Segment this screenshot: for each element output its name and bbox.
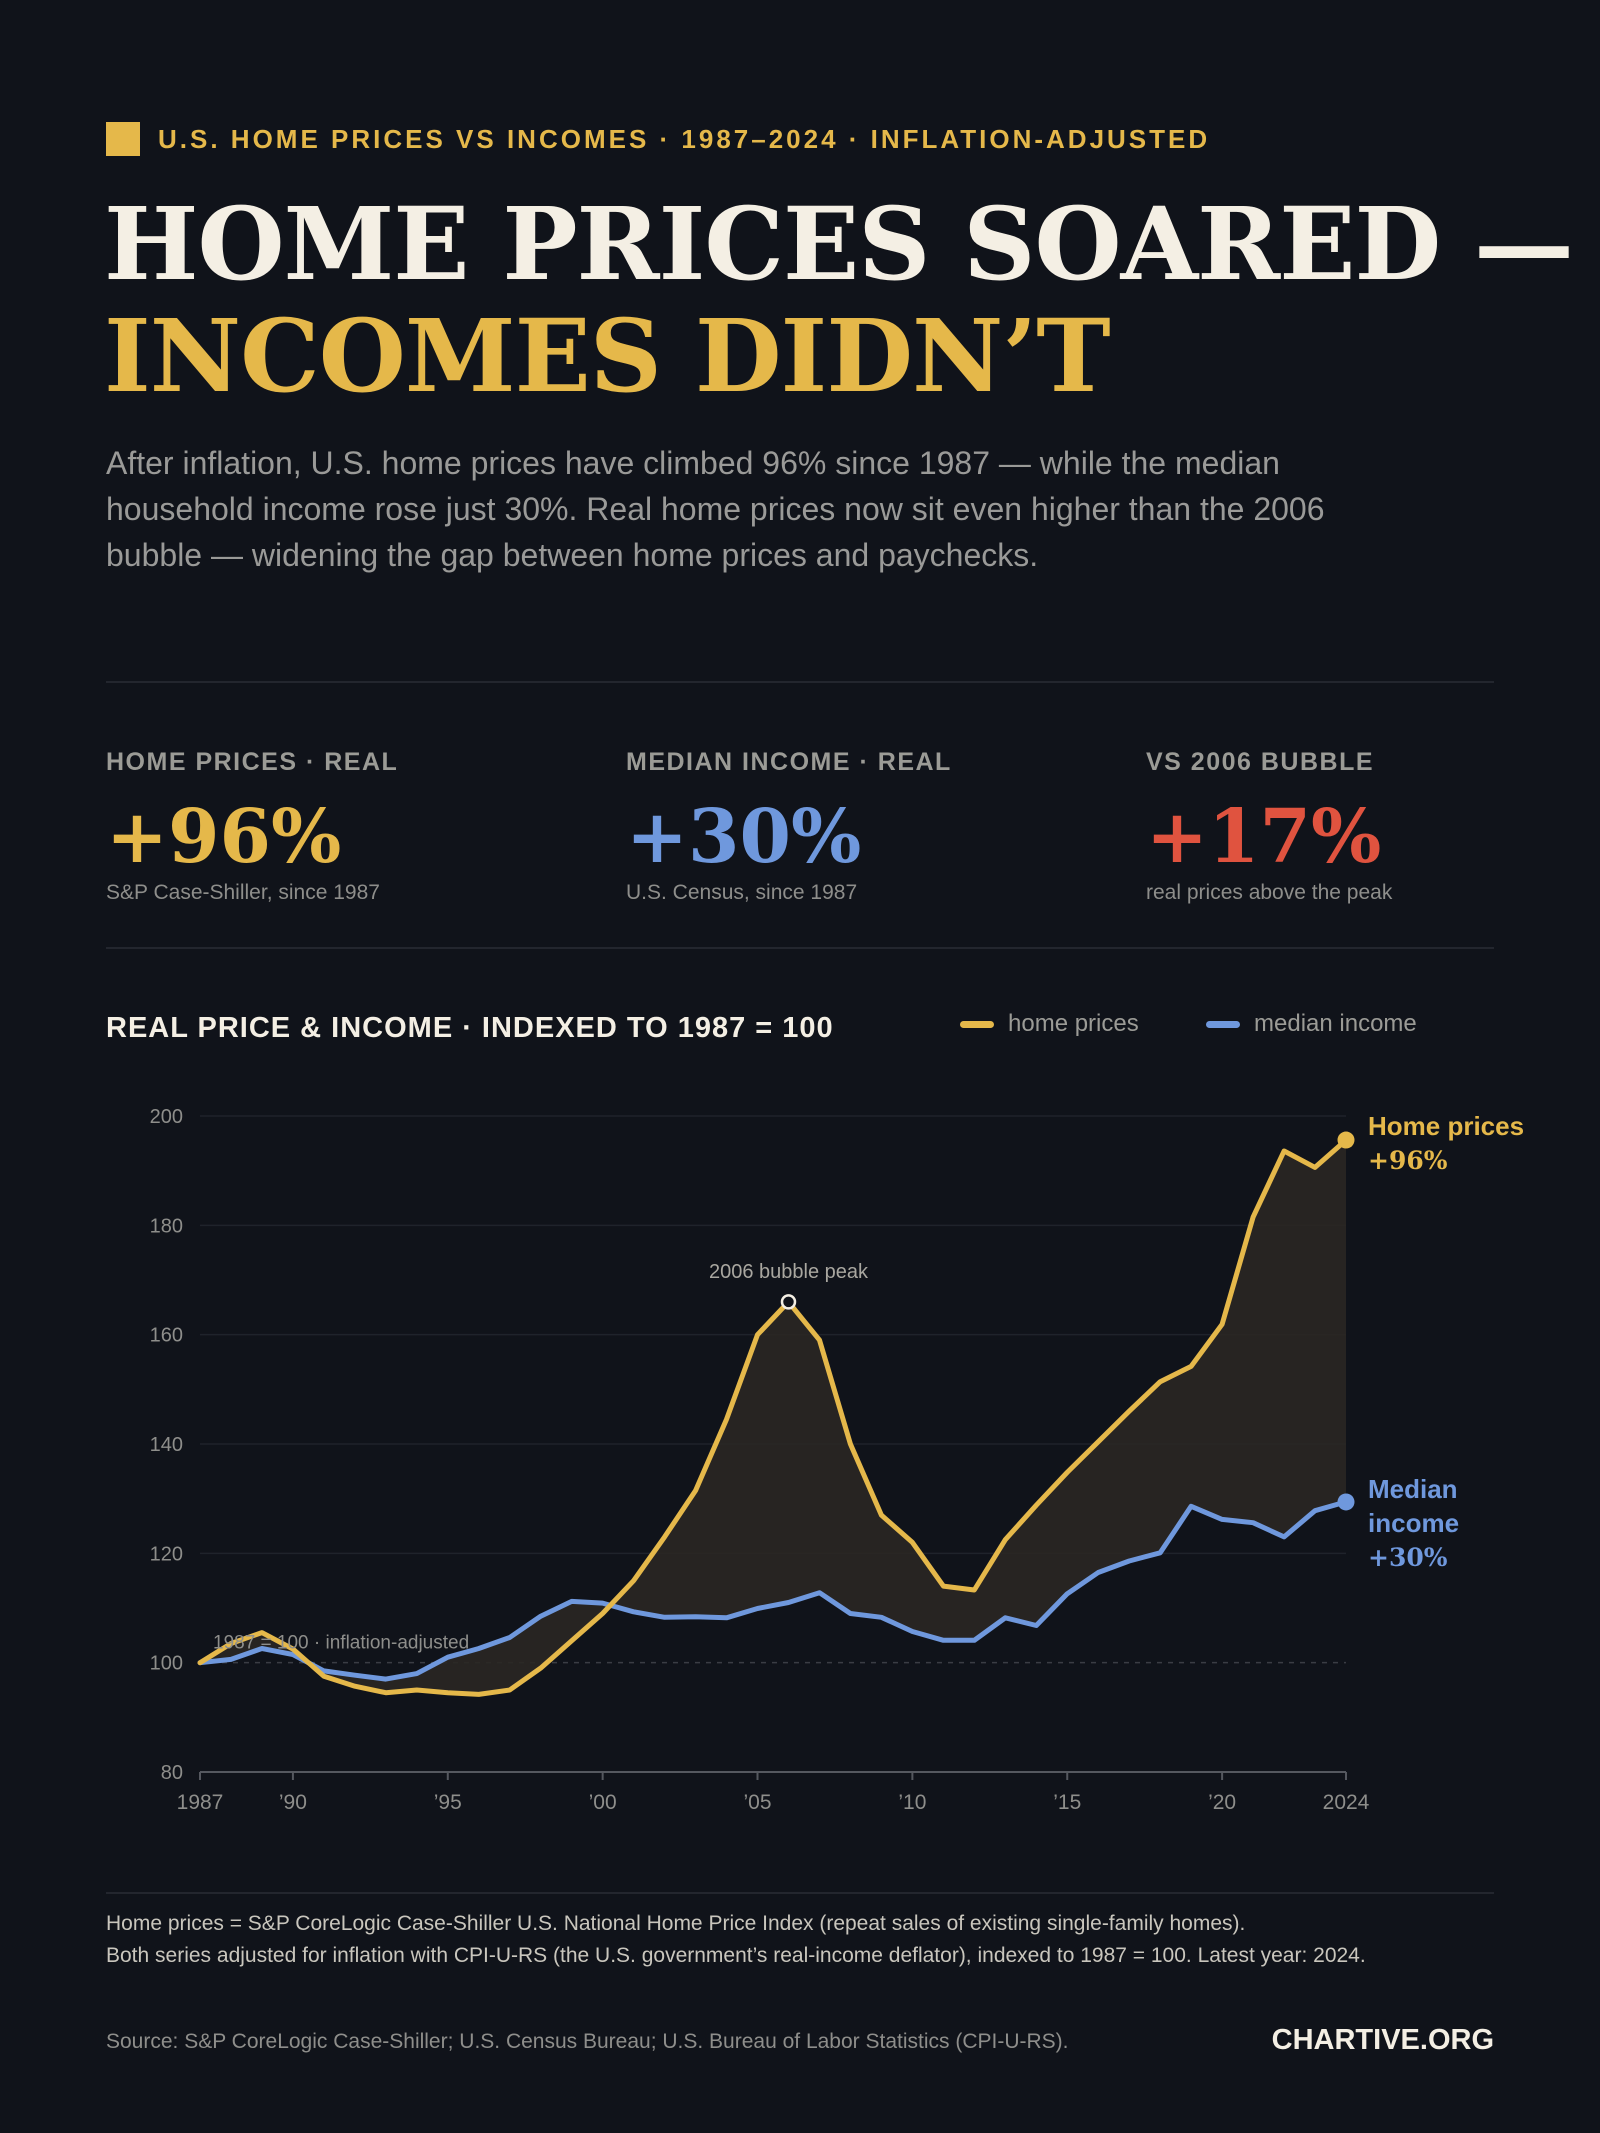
stat-note: real prices above the peak [1146,881,1393,904]
y-tick-label: 80 [161,1762,183,1784]
y-tick-label: 120 [150,1543,183,1565]
chart-series [197,1131,1355,1697]
series-line-median-income [197,1499,1349,1682]
peak-marker [780,1294,797,1310]
stat-vs-bubble: VS 2006 BUBBLE +17% real prices above th… [1146,748,1600,905]
end-label-median-income: Median [1368,1474,1458,1504]
x-tick-label: ’05 [743,1791,771,1814]
chart-axes: 80 100 120 140 160 180 200 1987 ’90 ’95 ’00 ’05 ’10 ’… [150,1106,1370,1814]
y-tick-label: 180 [150,1215,183,1237]
footnote: Home prices = S&P CoreLogic Case-Shiller… [106,1908,1526,1972]
x-tick-label: ’00 [589,1791,617,1814]
x-tick-label: ’95 [434,1791,462,1814]
x-tick-label: ’20 [1208,1791,1236,1814]
stat-label: MEDIAN INCOME · REAL [626,748,952,776]
headline-line-1: HOME PRICES SOARED — [104,185,1574,303]
endpoint-dot-median-income [1337,1493,1355,1511]
series-line-home-prices [197,1137,1349,1697]
legend-label: home prices [1008,1010,1139,1037]
stat-value: +30% [626,794,862,880]
x-tick-label: ’90 [279,1791,307,1814]
y-tick-label: 160 [150,1325,183,1347]
baseline-label: 1987 = 100 · inflation-adjusted [213,1633,469,1654]
x-tick-label: 1987 [177,1791,224,1814]
stat-value: +17% [1146,794,1382,880]
legend-swatch-median-income [1206,1020,1240,1028]
stat-note: U.S. Census, since 1987 [626,881,858,904]
chart-annotations: 2006 bubble peak 1987 = 100 · inflation-a… [213,1111,1524,1654]
stat-home-prices: HOME PRICES · REAL +96% S&P Case-Shiller… [106,748,586,905]
legend-label: median income [1254,1010,1417,1037]
divider-middle [106,947,1494,949]
end-label-median-income-value: +30% [1368,1543,1448,1572]
endpoint-dot-home-prices [1337,1131,1355,1149]
headline: HOME PRICES SOARED — INCOMES DIDN’T [104,188,1584,412]
legend-swatch-home-prices [960,1020,994,1028]
kicker-text: U.S. HOME PRICES VS INCOMES · 1987–2024 … [158,123,1211,154]
footnote-line-2: Both series adjusted for inflation with … [106,1944,1366,1967]
source-note: Source: S&P CoreLogic Case-Shiller; U.S.… [106,2030,1069,2053]
x-tick-label: ’10 [898,1791,926,1814]
y-tick-label: 100 [150,1653,183,1675]
legend-item-median-income: median income [1206,1010,1417,1038]
dek: After inflation, U.S. home prices have c… [106,445,1325,573]
stat-value: +96% [106,794,342,880]
stat-label: VS 2006 BUBBLE [1146,748,1375,776]
y-tick-label: 140 [150,1434,183,1456]
stat-median-income: MEDIAN INCOME · REAL +30% U.S. Census, s… [626,748,1106,905]
y-tick-label: 200 [150,1106,183,1128]
chart-title: REAL PRICE & INCOME · INDEXED TO 1987 = … [106,1012,834,1044]
peak-label: 2006 bubble peak [709,1261,869,1283]
legend-item-home-prices: home prices [960,1010,1139,1038]
divider-bottom [106,1892,1494,1894]
kicker: U.S. HOME PRICES VS INCOMES · 1987–2024 … [106,122,1210,156]
headline-line-2: INCOMES DIDN’T [104,297,1111,415]
stat-label: HOME PRICES · REAL [106,748,399,776]
line-chart: 80 100 120 140 160 180 200 1987 ’90 ’95 ’00 ’05 ’10 ’… [150,1106,1524,1814]
end-label-median-income-2: income [1368,1508,1459,1538]
kicker-square-icon [106,122,140,156]
gap-area [200,1140,1346,1695]
footnote-line-1: Home prices = S&P CoreLogic Case-Shiller… [106,1912,1246,1935]
end-label-home-prices: Home prices [1368,1111,1524,1141]
end-label-home-prices-value: +96% [1368,1146,1448,1175]
x-tick-label: ’15 [1053,1791,1081,1814]
x-tick-label: 2024 [1323,1791,1370,1814]
stat-note: S&P Case-Shiller, since 1987 [106,881,380,904]
divider-top [106,681,1494,683]
brand-logo: CHARTIVE.ORG [1271,2024,1494,2056]
